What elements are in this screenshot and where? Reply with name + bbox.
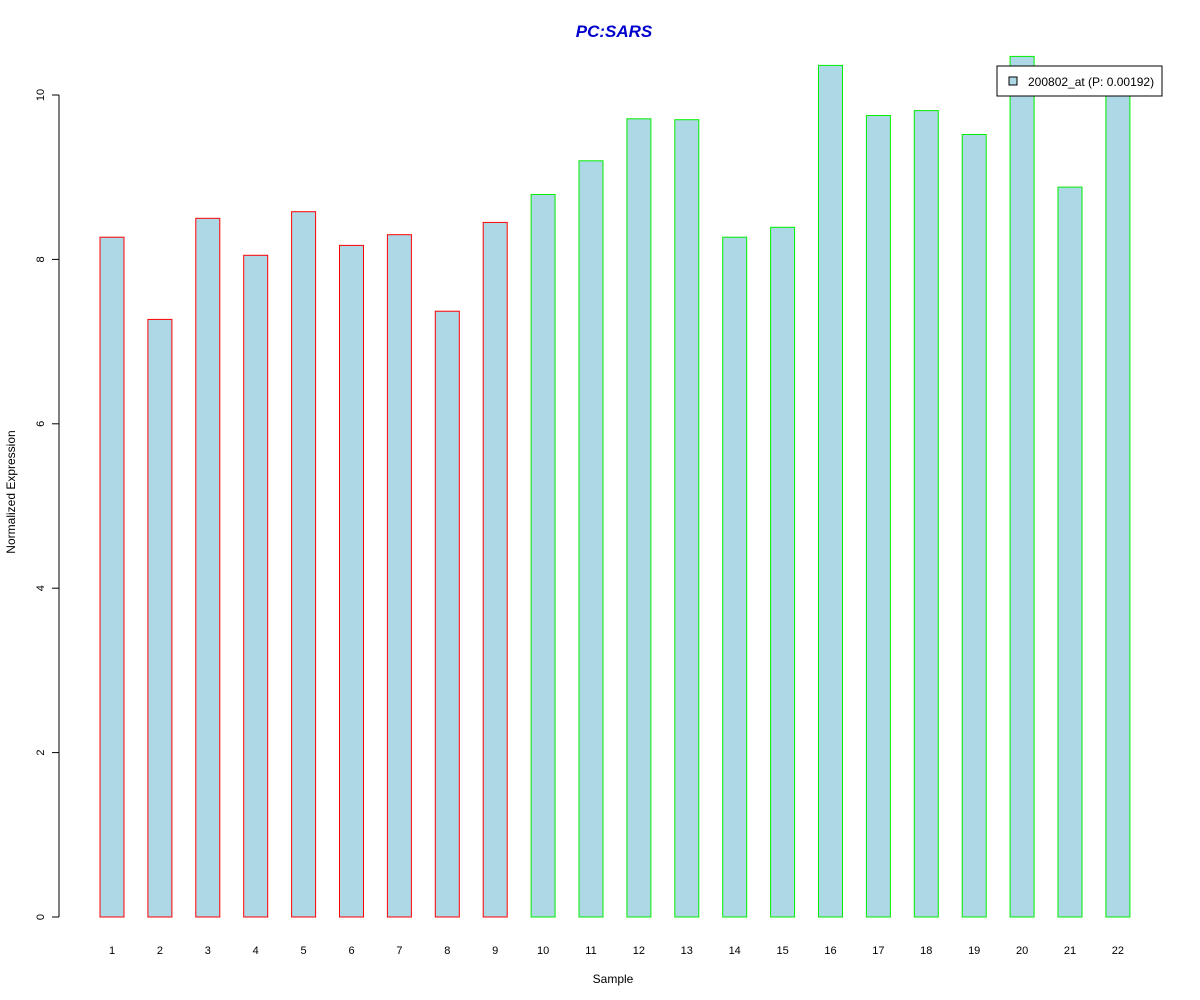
- x-tick-label: 20: [1016, 945, 1028, 957]
- chart-title: PC:SARS: [576, 22, 653, 41]
- x-tick-label: 12: [633, 945, 645, 957]
- legend-label: 200802_at (P: 0.00192): [1028, 75, 1154, 89]
- x-tick-label: 10: [537, 945, 549, 957]
- bar-sample-2: [147, 318, 173, 918]
- y-tick-label: 0: [35, 914, 47, 920]
- bar-sample-18: [913, 110, 939, 918]
- x-tick-label: 18: [920, 945, 932, 957]
- bar-sample-13: [674, 119, 700, 918]
- bar-sample-15: [770, 226, 796, 918]
- bar-sample-19: [961, 134, 987, 918]
- y-tick-label: 2: [35, 750, 47, 756]
- bar-sample-1: [99, 236, 125, 918]
- legend-box: [996, 65, 1163, 97]
- bar-sample-9: [482, 221, 508, 918]
- legend: 200802_at (P: 0.00192): [996, 65, 1163, 97]
- bar-sample-6: [339, 244, 364, 918]
- x-tick-label: 9: [492, 945, 498, 957]
- bar-sample-14: [722, 236, 748, 918]
- x-tick-label: 16: [824, 945, 836, 957]
- x-tick-label: 15: [776, 945, 788, 957]
- x-axis-title: Sample: [593, 972, 634, 986]
- bar-sample-10: [530, 194, 556, 918]
- x-tick-label: 19: [968, 945, 980, 957]
- x-tick-label: 6: [348, 945, 354, 957]
- x-tick-labels: 1 2 3 4 5 6 7 8 9 10 11 12 13 14 15 16 17 18 19 20 21 22: [109, 945, 1124, 957]
- y-tick-label: 6: [35, 421, 47, 427]
- bar-sample-4: [243, 254, 269, 918]
- y-axis-title: Normalized Expression: [4, 430, 18, 553]
- y-tick-label: 10: [35, 89, 47, 101]
- x-tick-label: 5: [301, 945, 307, 957]
- x-tick-label: 7: [396, 945, 402, 957]
- x-tick-label: 22: [1112, 945, 1124, 957]
- bar-sample-16: [818, 64, 843, 918]
- bar-sample-22: [1105, 92, 1131, 918]
- x-tick-label: 8: [444, 945, 450, 957]
- x-tick-label: 4: [253, 945, 259, 957]
- x-tick-label: 14: [729, 945, 741, 957]
- x-tick-label: 2: [157, 945, 163, 957]
- y-axis: 0 2 4 6 8 10: [35, 89, 60, 920]
- bar-sample-3: [195, 217, 221, 918]
- bar-sample-21: [1057, 186, 1083, 918]
- x-tick-label: 11: [585, 945, 596, 957]
- x-tick-label: 1: [109, 945, 115, 957]
- bar-sample-7: [386, 234, 412, 918]
- legend-swatch: [1008, 76, 1018, 86]
- y-tick-label: 8: [35, 256, 47, 262]
- bar-sample-5: [291, 211, 317, 918]
- x-tick-label: 21: [1064, 945, 1076, 957]
- bar-sample-8: [434, 310, 460, 918]
- bars: [99, 55, 1131, 918]
- y-tick-label: 4: [35, 585, 47, 591]
- x-tick-label: 3: [205, 945, 211, 957]
- bar-sample-12: [626, 118, 652, 918]
- bar-sample-11: [578, 160, 604, 918]
- x-tick-label: 17: [872, 945, 884, 957]
- x-tick-label: 13: [681, 945, 693, 957]
- bar-sample-20: [1009, 55, 1035, 918]
- bar-sample-17: [865, 115, 891, 918]
